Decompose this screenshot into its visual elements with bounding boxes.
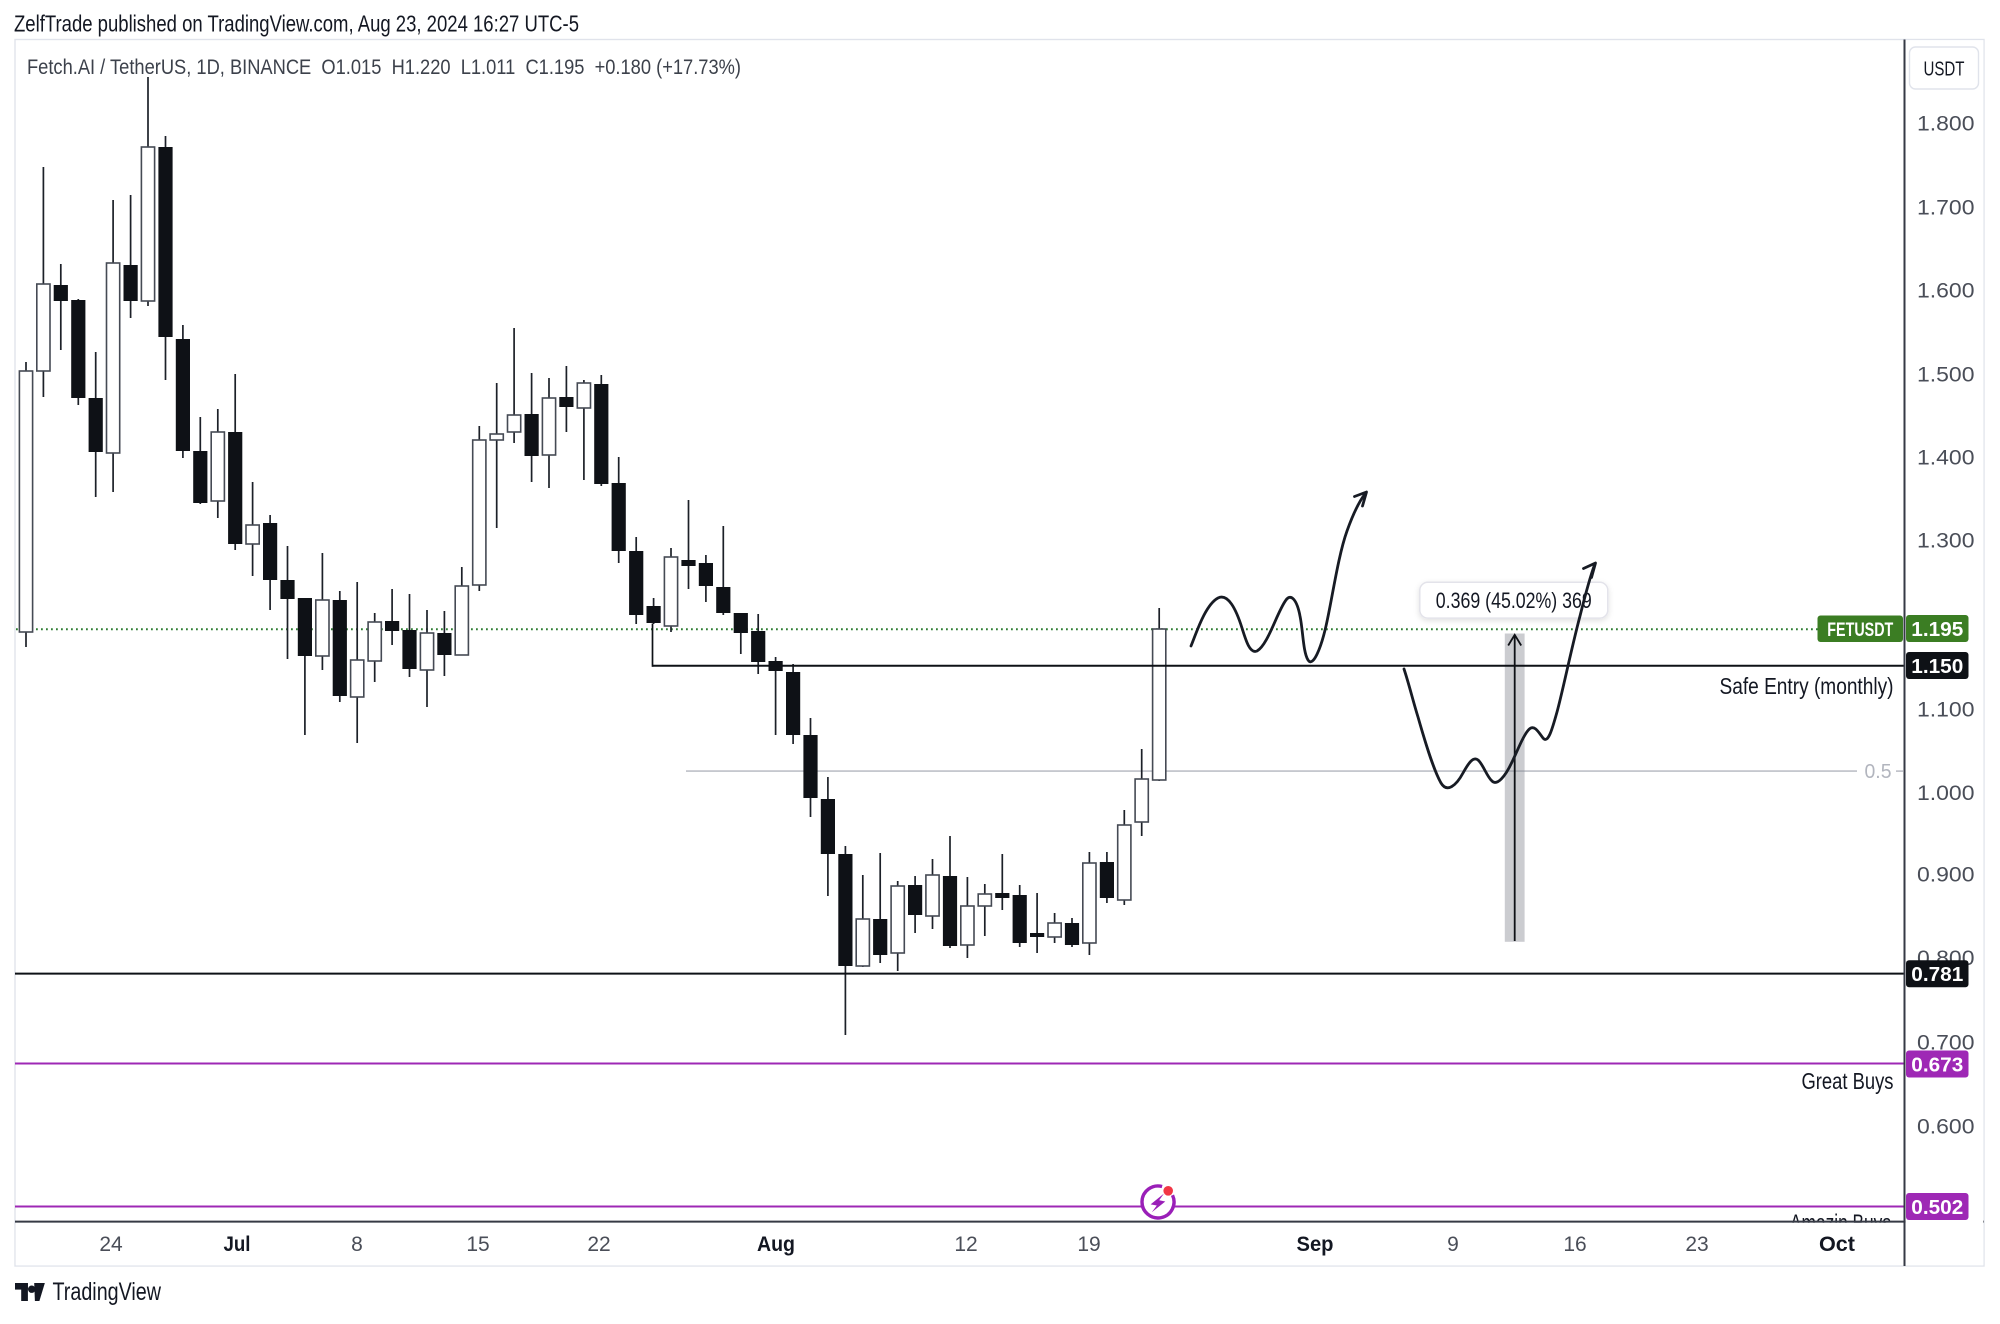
svg-text:1.100: 1.100	[1917, 699, 1975, 722]
svg-text:12: 12	[954, 1233, 977, 1256]
svg-text:Jul: Jul	[224, 1233, 251, 1256]
svg-text:0.700: 0.700	[1917, 1032, 1975, 1055]
svg-text:0.5: 0.5	[1865, 760, 1892, 783]
svg-text:Fetch.AI / TetherUS, 1D, BINAN: Fetch.AI / TetherUS, 1D, BINANCE O1.015 …	[27, 56, 741, 79]
svg-text:ZelfTrade published on Trading: ZelfTrade published on TradingView.com, …	[14, 11, 579, 37]
svg-text:1.150: 1.150	[1911, 656, 1963, 678]
svg-text:1.600: 1.600	[1917, 280, 1975, 303]
svg-text:1.195: 1.195	[1911, 619, 1963, 641]
svg-text:1.000: 1.000	[1917, 782, 1975, 805]
svg-text:23: 23	[1685, 1233, 1708, 1256]
svg-text:TradingView: TradingView	[53, 1278, 162, 1306]
svg-text:24: 24	[99, 1233, 123, 1256]
svg-text:0.900: 0.900	[1917, 864, 1975, 887]
svg-text:0.673: 0.673	[1911, 1054, 1963, 1076]
svg-text:Safe Entry (monthly): Safe Entry (monthly)	[1720, 673, 1894, 699]
svg-text:USDT: USDT	[1924, 58, 1965, 81]
svg-text:1.300: 1.300	[1917, 530, 1975, 553]
svg-text:22: 22	[587, 1233, 610, 1256]
svg-text:1.700: 1.700	[1917, 197, 1975, 220]
svg-text:1.800: 1.800	[1917, 113, 1975, 136]
svg-text:19: 19	[1077, 1233, 1100, 1256]
svg-text:0.781: 0.781	[1911, 964, 1963, 986]
svg-text:0.369 (45.02%) 369: 0.369 (45.02%) 369	[1436, 588, 1592, 613]
svg-text:FETUSDT: FETUSDT	[1827, 620, 1893, 641]
svg-text:0.502: 0.502	[1911, 1197, 1963, 1219]
svg-text:0.600: 0.600	[1917, 1116, 1975, 1139]
svg-text:9: 9	[1447, 1233, 1459, 1256]
svg-text:Sep: Sep	[1297, 1233, 1334, 1256]
svg-text:Great Buys: Great Buys	[1802, 1068, 1894, 1094]
svg-text:Oct: Oct	[1819, 1233, 1855, 1256]
svg-text:1.400: 1.400	[1917, 447, 1975, 470]
svg-text:8: 8	[351, 1233, 363, 1256]
svg-text:Aug: Aug	[757, 1233, 795, 1256]
svg-text:1.500: 1.500	[1917, 364, 1975, 387]
svg-text:16: 16	[1563, 1233, 1586, 1256]
svg-text:15: 15	[466, 1233, 489, 1256]
